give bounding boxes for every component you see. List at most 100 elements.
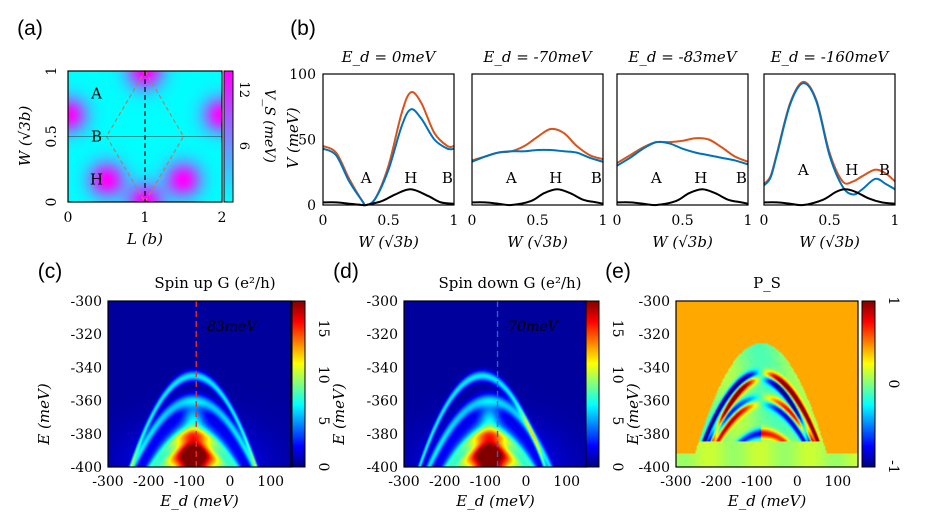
panel-c-ytick: -380 [71, 427, 102, 443]
panel-e-colorbar [861, 300, 876, 468]
panel-d-xtick: -200 [429, 474, 460, 490]
panel-b-series-orange [763, 80, 896, 185]
panel-c-ytick: -320 [71, 327, 102, 343]
panel-b-series-blue [763, 82, 896, 196]
panel-b-subplot-title: E_d = -160meV [770, 48, 891, 66]
panel-c-marker-text: -83meV [202, 319, 258, 335]
panel-c-label: (c) [38, 260, 63, 283]
panel-d-colorbar [585, 300, 600, 468]
panel-d-ytick: -300 [367, 294, 398, 310]
panel-e-xtick: 100 [824, 474, 851, 490]
panel-d-ytick: -320 [367, 327, 398, 343]
panel-b-site-label: H [549, 169, 562, 187]
panel-a-xlabel: L (b) [126, 230, 163, 248]
panel-d-ylabel: E (meV) [330, 383, 348, 446]
panel-a-ylabel: W (√3b) [16, 106, 34, 167]
panel-b-xlabel: W (√3b) [799, 233, 860, 251]
panel-e-ylabel: E (meV) [624, 383, 642, 446]
panel-a-ytick: 0 [44, 198, 60, 207]
panel-d-title: Spin down G (e²/h) [438, 274, 581, 292]
panel-b-xlabel: W (√3b) [358, 233, 419, 251]
panel-c-ytick: -300 [71, 294, 102, 310]
panel-b-series-black [471, 188, 604, 207]
panel-b-ylabel: V (meV) [284, 107, 302, 168]
panel-d-colorbar-tick: 10 [609, 366, 625, 384]
panel-b-ytick: 0 [307, 198, 316, 214]
panel-d-colorbar-tick: 0 [609, 463, 625, 472]
panel-d-ytick: -380 [367, 427, 398, 443]
panel-b-frame [322, 73, 455, 206]
panel-b-xtick: 0.5 [818, 213, 840, 229]
panel-a-site-label: H [90, 171, 103, 189]
panel-d-colorbar-tick: 5 [609, 416, 625, 425]
panel-c-colorbar-tick: 15 [315, 320, 331, 338]
panel-a-unit-cell [105, 69, 185, 204]
panel-b-ytick: 50 [298, 133, 316, 149]
panel-d-xlabel: E_d (meV) [455, 492, 535, 510]
panel-a-label: (a) [17, 17, 43, 40]
panel-b-xtick: 1 [450, 213, 459, 229]
panel-b-frame [471, 73, 604, 206]
panel-b-series-blue [471, 148, 604, 163]
panel-b-site-label: A [505, 169, 517, 187]
panel-c-xtick: -300 [92, 474, 123, 490]
panel-b-xtick: 0 [319, 213, 328, 229]
panel-b-subplot-title: E_d = -83meV [627, 48, 738, 66]
panel-d-heatmap [404, 301, 587, 467]
panel-a-xtick: 2 [218, 210, 227, 226]
panel-a-ytick: 0.5 [44, 125, 60, 147]
panel-b-site-label: B [442, 169, 453, 187]
panel-a-site-label: A [90, 84, 102, 102]
panel-e-xlabel: E_d (meV) [727, 492, 807, 510]
panel-e-ytick: -400 [639, 460, 670, 476]
panel-e-heatmap [676, 301, 858, 467]
panel-e-ytick: -340 [639, 360, 670, 376]
panel-c-frame [107, 300, 292, 468]
panel-e-ytick: -380 [639, 427, 670, 443]
panel-d-colorbar-tick: 15 [609, 320, 625, 338]
panel-a-colorbar-tick: 6 [236, 142, 251, 150]
panel-b-series-orange [616, 137, 749, 164]
panel-d-xtick: 100 [553, 474, 580, 490]
panel-c-xlabel: E_d (meV) [159, 492, 239, 510]
panel-d-ytick: -340 [367, 360, 398, 376]
panel-b-subplot-title: E_d = 0meV [341, 48, 438, 66]
panel-a-colorbar-label: V_S (meV) [261, 89, 277, 163]
panel-e-xtick: -100 [741, 474, 772, 490]
panel-d-ytick: -360 [367, 394, 398, 410]
panel-b-series-blue [616, 140, 749, 167]
panel-e-ytick: -300 [639, 294, 670, 310]
panel-b-series-blue [322, 108, 455, 207]
panel-d-xtick: -100 [470, 474, 501, 490]
panel-b-xtick: 1 [891, 213, 900, 229]
panel-c-xtick: -100 [174, 474, 205, 490]
panel-b-site-label: A [797, 161, 809, 179]
panel-e-colorbar-tick: 1 [885, 297, 901, 306]
panel-b-xtick: 0.5 [377, 213, 399, 229]
panel-d-xtick: -300 [388, 474, 419, 490]
panel-b-frame [763, 73, 896, 206]
panel-b-xlabel: W (√3b) [652, 233, 713, 251]
panel-b-subplot-title: E_d = -70meV [482, 48, 593, 66]
panel-c-xtick: -200 [133, 474, 164, 490]
panel-c-ytick: -360 [71, 394, 102, 410]
panel-b-site-label: A [360, 169, 372, 187]
panel-b-series-black [763, 188, 896, 207]
panel-c-heatmap [108, 301, 291, 467]
panel-b-series-black [322, 188, 455, 207]
panel-c-ytick: -340 [71, 360, 102, 376]
panel-b-site-label: H [845, 161, 858, 179]
panel-c-ytick: -400 [71, 460, 102, 476]
panel-b-xtick: 0 [760, 213, 769, 229]
panel-a-site-label: B [91, 128, 102, 146]
panel-a-frame [67, 70, 223, 203]
panel-b-series-orange [322, 91, 455, 207]
panel-b-xtick: 0 [613, 213, 622, 229]
panel-d-marker-text: -70meV [504, 319, 560, 335]
panel-e-colorbar-tick: -1 [885, 460, 901, 474]
panel-c-title: Spin up G (e²/h) [154, 274, 275, 292]
panel-c-xtick: 100 [257, 474, 284, 490]
panel-c-colorbar [291, 300, 306, 468]
panel-a-colorbar [223, 70, 234, 203]
panel-e-xtick: -300 [660, 474, 691, 490]
